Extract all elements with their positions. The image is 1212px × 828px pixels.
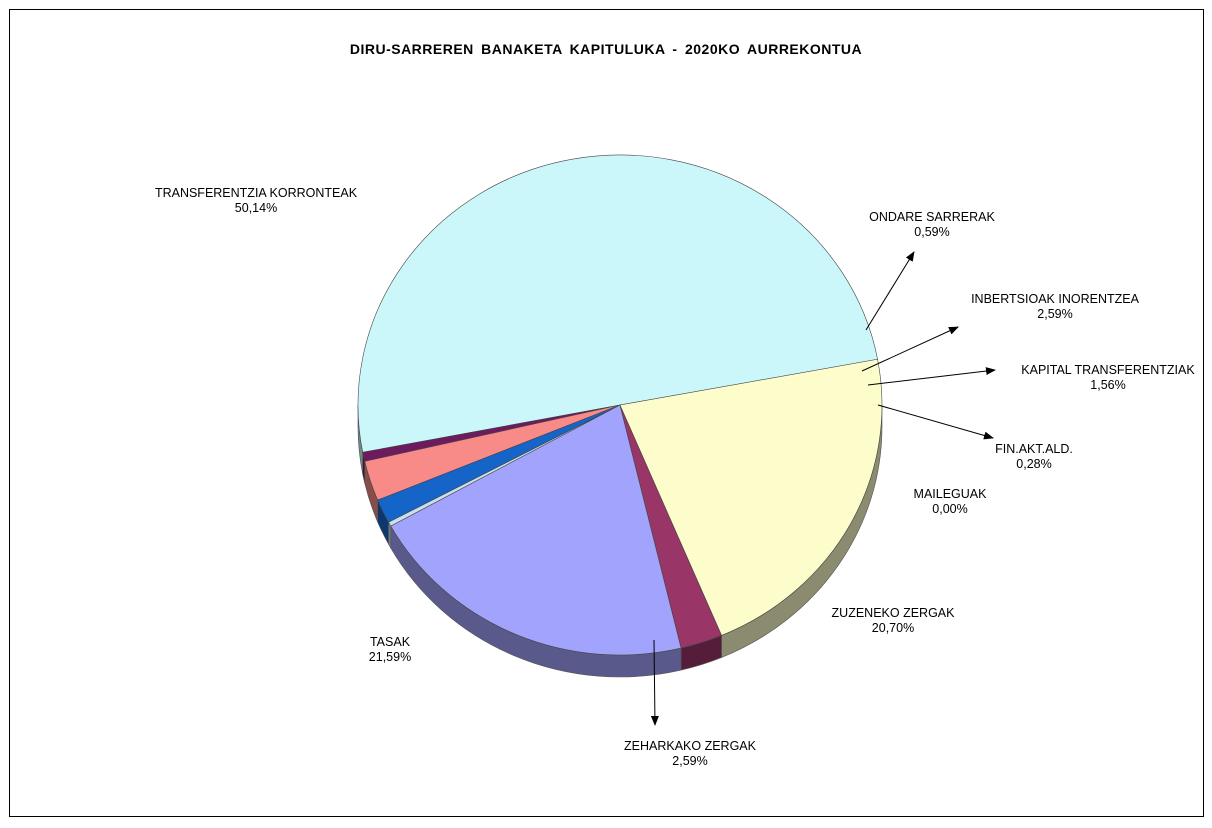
slice-value-zuzeneko-zergak: 20,70% [872,621,914,635]
slice-label-kapital-transferentziak: KAPITAL TRANSFERENTZIAK [1021,363,1195,377]
slice-value-transferentzia-korronteak: 50,14% [235,201,277,215]
slice-value-tasak: 21,59% [369,650,411,664]
slice-label-tasak: TASAK [370,635,411,649]
leader-arrow-ondare-sarrerak [865,251,915,331]
pie-slice-tasak [619,358,883,636]
slice-label-inbertsioak-inorentzea: INBERTSIOAK INORENTZEA [971,292,1140,306]
slice-value-inbertsioak-inorentzea: 2,59% [1037,307,1072,321]
slice-value-zeharkako-zergak: 2,59% [672,754,707,768]
leader-arrow-kapital-transferentziak [867,367,996,386]
pie-slice-zuzeneko-zergak [390,404,682,656]
leader-arrow-fin-akt-ald [877,404,994,440]
slice-label-zuzeneko-zergak: ZUZENEKO ZERGAK [832,606,956,620]
chart-title: DIRU-SARREREN BANAKETA KAPITULUKA - 2020… [349,41,863,57]
leader-arrow-zeharkako-zergak [650,639,659,726]
pie-slice-transferentzia-korronteak [357,154,879,453]
slice-value-ondare-sarrerak: 0,59% [914,225,949,239]
leader-arrow-inbertsioak-inorentzea [861,326,959,372]
slice-value-kapital-transferentziak: 1,56% [1090,378,1125,392]
slice-label-zeharkako-zergak: ZEHARKAKO ZERGAK [624,739,757,753]
slice-label-fin-akt-ald: FIN.AKT.ALD. [995,442,1073,456]
slice-value-fin-akt-ald: 0,28% [1016,457,1051,471]
slice-label-ondare-sarrerak: ONDARE SARRERAK [869,210,995,224]
slice-label-maileguak: MAILEGUAK [914,487,988,501]
slice-label-transferentzia-korronteak: TRANSFERENTZIA KORRONTEAK [155,186,358,200]
slice-value-maileguak: 0,00% [932,502,967,516]
